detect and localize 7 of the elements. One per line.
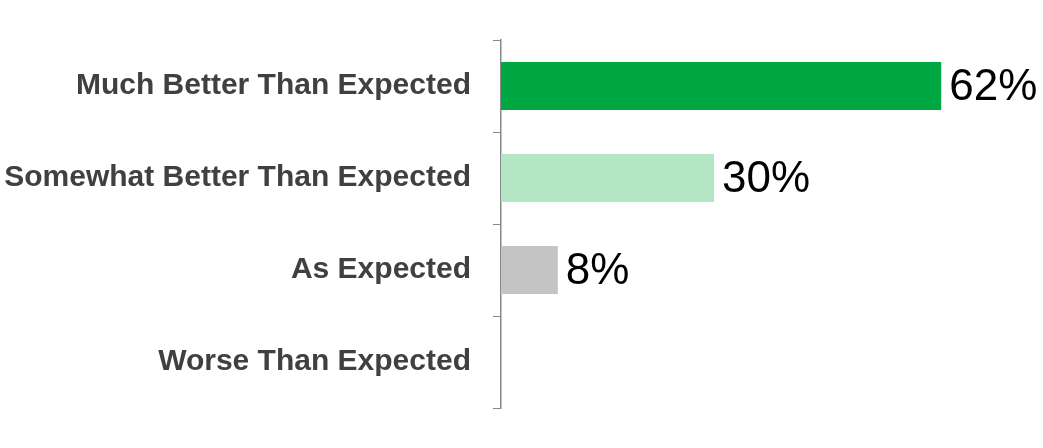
y-tick-label: Worse Than Expected (158, 343, 471, 377)
y-tick-label: As Expected (290, 251, 471, 285)
y-tick-label: Much Better Than Expected (75, 67, 471, 101)
data-label: 8% (565, 244, 630, 294)
y-tick-label: Somewhat Better Than Expected (4, 159, 471, 193)
data-label: 62% (949, 60, 1038, 110)
data-label: 30% (722, 152, 811, 202)
